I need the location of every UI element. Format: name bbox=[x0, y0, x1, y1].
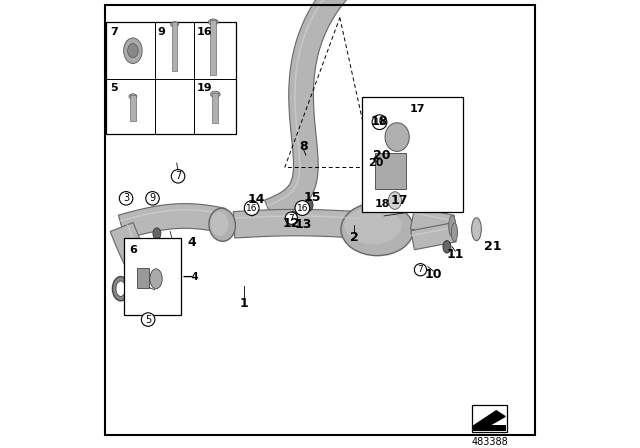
Ellipse shape bbox=[385, 123, 409, 151]
Text: 8: 8 bbox=[300, 140, 308, 153]
Ellipse shape bbox=[305, 199, 313, 211]
Text: 5: 5 bbox=[109, 83, 117, 93]
Bar bbox=[472, 405, 508, 432]
Text: 11: 11 bbox=[447, 248, 464, 261]
Text: 21: 21 bbox=[484, 240, 502, 253]
Text: 20: 20 bbox=[369, 159, 384, 168]
Polygon shape bbox=[234, 209, 358, 238]
Ellipse shape bbox=[124, 38, 142, 64]
Text: 483388: 483388 bbox=[471, 437, 508, 447]
Text: 15: 15 bbox=[304, 190, 321, 203]
Ellipse shape bbox=[116, 281, 125, 297]
Text: 14: 14 bbox=[247, 193, 265, 206]
Text: 10: 10 bbox=[424, 267, 442, 280]
Ellipse shape bbox=[153, 228, 161, 239]
Text: 5: 5 bbox=[145, 314, 151, 324]
Ellipse shape bbox=[443, 241, 451, 253]
Bar bbox=[210, 20, 216, 75]
Text: 19: 19 bbox=[374, 118, 385, 127]
Ellipse shape bbox=[150, 269, 162, 289]
Text: 2: 2 bbox=[350, 231, 359, 244]
Text: 1: 1 bbox=[240, 297, 248, 310]
Polygon shape bbox=[264, 0, 347, 223]
Text: 17: 17 bbox=[410, 103, 426, 114]
Bar bbox=[362, 97, 463, 211]
Text: 7: 7 bbox=[109, 27, 118, 37]
Ellipse shape bbox=[211, 91, 220, 97]
Text: 7: 7 bbox=[175, 171, 181, 181]
Text: 16: 16 bbox=[246, 203, 257, 212]
Ellipse shape bbox=[127, 43, 138, 58]
Text: —4: —4 bbox=[182, 271, 198, 282]
Text: 18: 18 bbox=[375, 198, 390, 209]
Ellipse shape bbox=[113, 276, 129, 301]
Text: 17: 17 bbox=[390, 194, 408, 207]
Bar bbox=[131, 95, 136, 121]
Text: 6: 6 bbox=[129, 245, 137, 254]
Text: 9: 9 bbox=[157, 27, 165, 37]
Ellipse shape bbox=[341, 203, 413, 256]
Ellipse shape bbox=[211, 212, 228, 236]
Text: 13: 13 bbox=[295, 218, 312, 231]
Ellipse shape bbox=[209, 208, 236, 241]
Text: 4: 4 bbox=[188, 236, 196, 249]
Bar bbox=[106, 22, 236, 134]
Ellipse shape bbox=[209, 19, 218, 25]
Ellipse shape bbox=[171, 22, 179, 27]
Polygon shape bbox=[118, 204, 226, 239]
Polygon shape bbox=[474, 411, 505, 430]
Bar bbox=[124, 238, 181, 315]
Bar bbox=[172, 22, 177, 70]
Ellipse shape bbox=[249, 207, 255, 216]
Text: 3: 3 bbox=[123, 194, 129, 203]
Ellipse shape bbox=[344, 207, 401, 245]
Text: 7: 7 bbox=[418, 265, 424, 274]
Text: 18: 18 bbox=[371, 115, 388, 128]
Text: 7: 7 bbox=[289, 214, 294, 223]
Ellipse shape bbox=[451, 223, 458, 241]
Ellipse shape bbox=[388, 192, 401, 209]
Bar bbox=[375, 153, 406, 189]
Text: 16: 16 bbox=[196, 27, 212, 37]
Ellipse shape bbox=[248, 201, 257, 214]
Bar bbox=[212, 93, 218, 123]
Text: 19: 19 bbox=[196, 83, 212, 93]
Text: 20: 20 bbox=[373, 149, 390, 162]
Ellipse shape bbox=[129, 94, 137, 99]
Polygon shape bbox=[411, 223, 456, 250]
Bar bbox=[137, 268, 149, 288]
Bar bbox=[474, 425, 506, 431]
Text: 12: 12 bbox=[283, 217, 300, 230]
Text: 16: 16 bbox=[296, 203, 308, 212]
Text: 9: 9 bbox=[150, 194, 156, 203]
Ellipse shape bbox=[472, 218, 481, 241]
Ellipse shape bbox=[291, 211, 297, 221]
Ellipse shape bbox=[449, 215, 456, 237]
Polygon shape bbox=[410, 207, 454, 237]
Polygon shape bbox=[110, 223, 163, 296]
